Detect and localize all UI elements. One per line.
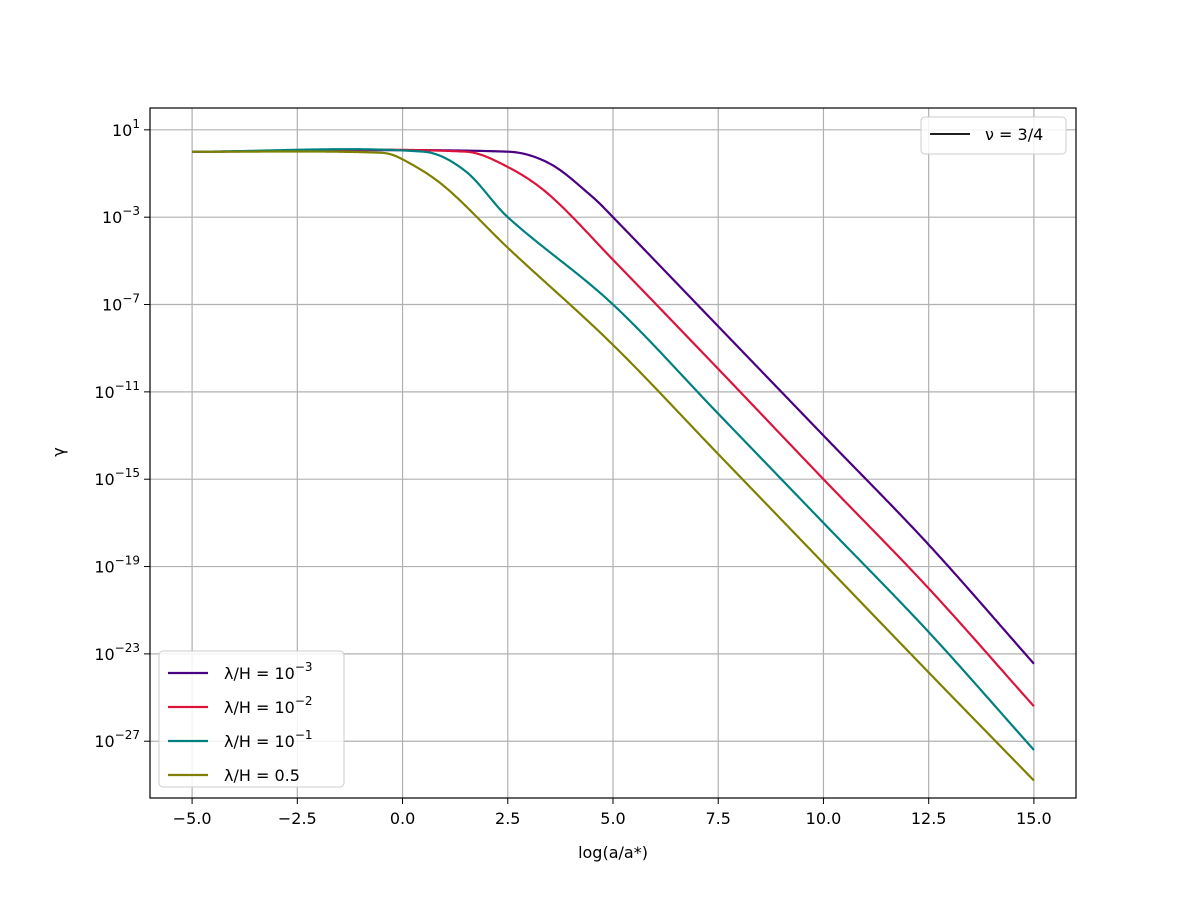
y-tick-label: 10−15 [94,466,140,489]
legend-label: λ/H = 10−2 [224,694,313,717]
legend-label: λ/H = 10−3 [224,660,313,683]
x-tick-label: −5.0 [173,809,212,828]
x-tick-label: 0.0 [390,809,415,828]
legend-nu-label: ν = 3/4 [985,125,1043,144]
y-tick-label: 10−11 [94,379,140,402]
series-line-3 [192,148,1035,751]
legend-series: λ/H = 10−3 λ/H = 10−2 λ/H = 10−1 λ/H = 0.5 [158,650,345,788]
y-tick-label: 10−23 [94,641,140,664]
legend-label: λ/H = 10−1 [224,728,313,751]
x-tick-label: 12.5 [911,809,947,828]
y-axis-label: γ [49,447,68,456]
legend-nu-box [920,116,1067,155]
y-tick-label: 10−7 [102,292,140,315]
x-tick-label: 7.5 [706,809,731,828]
x-axis-label: log(a/a*) [578,843,648,862]
series-layer [192,148,1035,782]
x-tick-label: −2.5 [278,809,317,828]
legend-box [158,650,345,788]
x-tick-label: 10.0 [806,809,842,828]
legend-label: λ/H = 0.5 [224,766,300,785]
y-tick-label: 10−27 [94,728,140,751]
x-tick-label: 5.0 [600,809,625,828]
y-tick-label: 10−19 [94,554,140,577]
x-tick-label: 2.5 [495,809,520,828]
legend-nu: ν = 3/4 [920,116,1067,155]
x-axis: −5.0 −2.5 0.0 2.5 5.0 7.5 10.0 12.5 15.0 [173,798,1052,828]
y-tick-label: 10−3 [102,204,140,227]
x-tick-label: 15.0 [1016,809,1052,828]
series-line-4 [192,150,1035,782]
y-axis: 101 10−3 10−7 10−11 10−15 10−19 10−23 10−27 [94,117,150,751]
y-tick-label: 101 [112,117,140,140]
